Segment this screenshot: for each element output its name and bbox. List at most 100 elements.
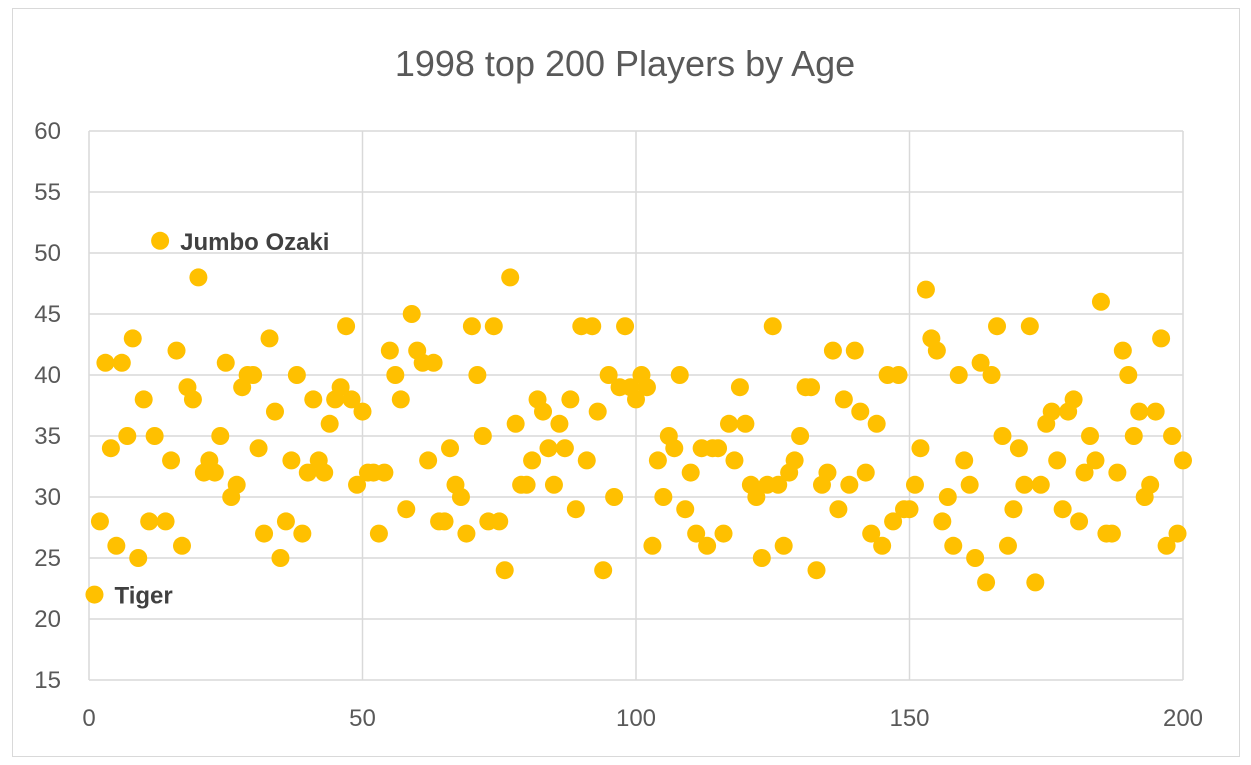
data-point [856,463,875,482]
data-point [1174,451,1192,470]
data-point [419,451,438,470]
data-point [96,353,115,372]
data-point [1168,524,1187,543]
data-point [1086,451,1105,470]
data-point [140,512,159,531]
data-point [681,463,700,482]
data-point [402,305,421,323]
data-point [1042,402,1061,421]
data-point [627,390,645,409]
data-point [1004,500,1023,519]
data-point [506,414,525,433]
data-point [342,390,361,409]
data-point [802,378,821,397]
data-point [889,366,908,384]
x-tick-label: 50 [349,705,376,732]
data-point [495,561,514,580]
data-point [129,549,148,567]
data-point [265,402,284,421]
data-point [517,475,536,494]
data-point [834,390,853,409]
data-point [763,317,782,336]
axis-tick-labels: 15 20 25 30 35 40 45 50 55 60 0 50 100 150 200 [34,118,1203,732]
data-point [501,268,520,287]
data-point [955,451,974,470]
data-point [1020,317,1039,336]
data-point [785,451,804,470]
data-point [605,488,624,506]
data-point [730,378,749,397]
data-point [616,317,635,336]
y-tick-label: 60 [34,118,61,145]
data-point [977,573,996,592]
data-point [1141,475,1160,494]
data-point [949,366,968,384]
data-point [1152,329,1171,348]
y-tick-label: 45 [34,301,61,328]
data-point [687,524,706,543]
data-point [747,488,766,506]
data-point [1157,536,1176,555]
data-point [1146,402,1165,421]
data-point [905,475,924,494]
data-point [156,512,175,531]
data-point [982,366,1001,384]
data-point [561,390,580,409]
data-point [227,475,246,494]
data-point [375,463,394,482]
data-point [134,390,153,409]
data-point [101,439,120,458]
data-point [293,524,312,543]
data-point [884,512,903,531]
data-point [451,488,470,506]
data-point [539,439,558,458]
y-tick-label: 15 [34,667,61,694]
data-point [271,549,290,567]
data-point [534,402,553,421]
data-point [315,463,334,482]
data-point [583,317,602,336]
data-point [145,427,164,445]
data-point [244,366,263,384]
data-point [862,524,881,543]
data-point [944,536,963,555]
data-point [933,512,952,531]
data-point [369,524,388,543]
data-point [1031,475,1050,494]
data-point [971,353,990,372]
data-point [468,366,487,384]
data-point [353,402,372,421]
data-point [654,488,673,506]
data-point [927,341,946,360]
chart-title: 1998 top 200 Players by Age [395,43,855,84]
data-point [276,512,295,531]
data-point [386,366,405,384]
data-point [544,475,563,494]
data-point [424,353,443,372]
data-point [282,451,301,470]
data-point [441,439,460,458]
data-point [1113,341,1132,360]
data-point [337,317,356,336]
data-point [287,366,306,384]
data-point [1009,439,1028,458]
y-tick-label: 20 [34,606,61,633]
data-point [988,317,1007,336]
data-point [752,549,771,567]
data-points [85,231,1192,604]
data-point [348,475,367,494]
data-point [1053,500,1072,519]
data-point [391,390,410,409]
data-point [484,317,503,336]
data-point [118,427,137,445]
data-point [594,561,613,580]
data-point [588,402,607,421]
data-point [1091,292,1110,311]
gridlines [88,130,1184,681]
data-point [1048,451,1067,470]
data-point [818,463,837,482]
data-point [151,231,170,250]
data-point [1102,524,1121,543]
data-point [255,524,274,543]
